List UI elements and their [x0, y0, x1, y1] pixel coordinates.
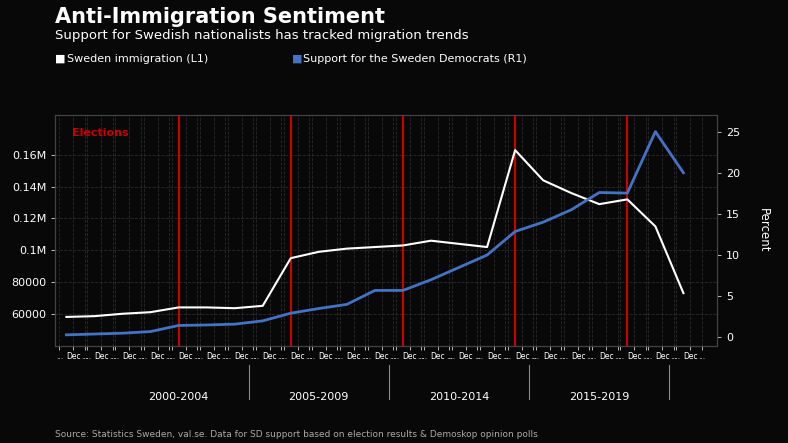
Text: 2015-2019: 2015-2019	[569, 392, 630, 402]
Text: Support for the Sweden Democrats (R1): Support for the Sweden Democrats (R1)	[303, 54, 527, 64]
Text: 2010-2014: 2010-2014	[429, 392, 489, 402]
Text: Source: Statistics Sweden, val.se. Data for SD support based on election results: Source: Statistics Sweden, val.se. Data …	[55, 430, 538, 439]
Text: ■: ■	[292, 54, 302, 64]
Text: Elections: Elections	[72, 128, 128, 138]
Text: 2000-2004: 2000-2004	[148, 392, 209, 402]
Text: Support for Swedish nationalists has tracked migration trends: Support for Swedish nationalists has tra…	[55, 29, 469, 42]
Text: Sweden immigration (L1): Sweden immigration (L1)	[67, 54, 208, 64]
Y-axis label: Percent: Percent	[757, 208, 770, 253]
Text: 2005-2009: 2005-2009	[288, 392, 349, 402]
Text: Anti-Immigration Sentiment: Anti-Immigration Sentiment	[55, 7, 385, 27]
Text: ■: ■	[55, 54, 65, 64]
